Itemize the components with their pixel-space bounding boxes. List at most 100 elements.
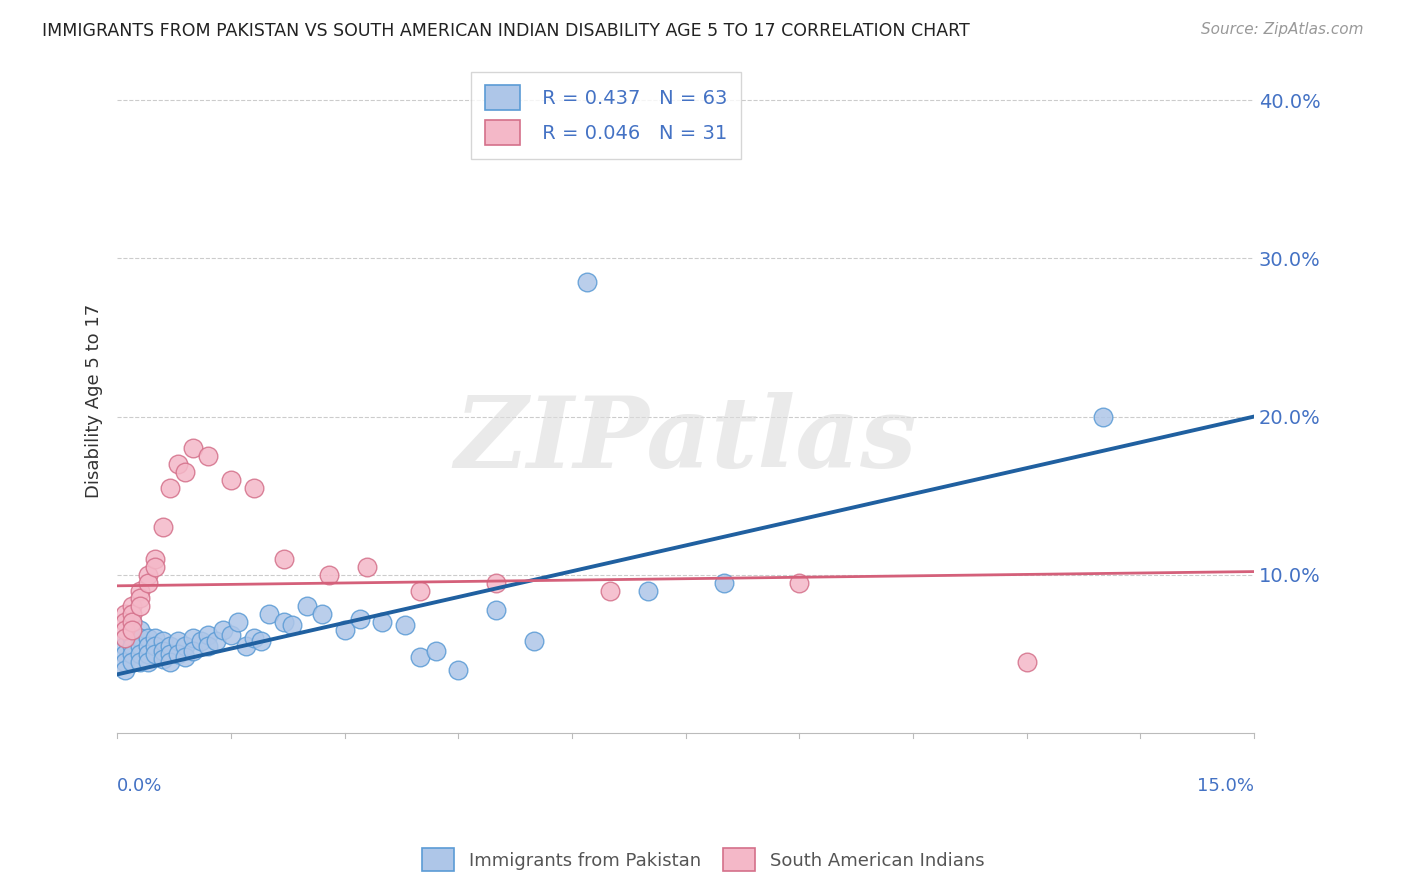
- Point: [114, 623, 136, 637]
- Point: [637, 583, 659, 598]
- Point: [447, 663, 470, 677]
- Point: [114, 615, 136, 630]
- Point: [114, 631, 136, 645]
- Point: [166, 647, 188, 661]
- Point: [242, 481, 264, 495]
- Point: [143, 647, 166, 661]
- Point: [174, 650, 197, 665]
- Point: [197, 628, 219, 642]
- Point: [235, 639, 257, 653]
- Point: [129, 591, 152, 606]
- Point: [311, 607, 333, 622]
- Point: [166, 634, 188, 648]
- Point: [257, 607, 280, 622]
- Point: [599, 583, 621, 598]
- Point: [159, 639, 181, 653]
- Point: [425, 643, 447, 657]
- Point: [212, 623, 235, 637]
- Point: [1015, 655, 1038, 669]
- Point: [181, 643, 204, 657]
- Point: [219, 628, 242, 642]
- Point: [273, 615, 295, 630]
- Point: [121, 655, 143, 669]
- Text: Source: ZipAtlas.com: Source: ZipAtlas.com: [1201, 22, 1364, 37]
- Point: [129, 639, 152, 653]
- Point: [409, 650, 432, 665]
- Point: [356, 559, 378, 574]
- Point: [143, 639, 166, 653]
- Point: [114, 639, 136, 653]
- Point: [121, 623, 143, 637]
- Point: [152, 520, 174, 534]
- Point: [409, 583, 432, 598]
- Point: [204, 634, 226, 648]
- Point: [485, 575, 508, 590]
- Point: [197, 639, 219, 653]
- Text: IMMIGRANTS FROM PAKISTAN VS SOUTH AMERICAN INDIAN DISABILITY AGE 5 TO 17 CORRELA: IMMIGRANTS FROM PAKISTAN VS SOUTH AMERIC…: [42, 22, 970, 40]
- Point: [280, 618, 302, 632]
- Point: [166, 457, 188, 471]
- Point: [181, 441, 204, 455]
- Point: [129, 583, 152, 598]
- Y-axis label: Disability Age 5 to 17: Disability Age 5 to 17: [86, 303, 103, 498]
- Point: [114, 647, 136, 661]
- Point: [143, 631, 166, 645]
- Point: [242, 631, 264, 645]
- Point: [136, 631, 159, 645]
- Point: [136, 575, 159, 590]
- Point: [159, 647, 181, 661]
- Point: [114, 631, 136, 645]
- Point: [143, 559, 166, 574]
- Point: [129, 599, 152, 614]
- Point: [136, 567, 159, 582]
- Point: [273, 552, 295, 566]
- Point: [159, 655, 181, 669]
- Point: [136, 647, 159, 661]
- Point: [114, 607, 136, 622]
- Point: [114, 663, 136, 677]
- Point: [129, 647, 152, 661]
- Point: [121, 639, 143, 653]
- Point: [121, 615, 143, 630]
- Point: [129, 655, 152, 669]
- Point: [121, 615, 143, 630]
- Point: [190, 634, 212, 648]
- Point: [349, 612, 371, 626]
- Point: [174, 465, 197, 479]
- Point: [295, 599, 318, 614]
- Text: ZIPatlas: ZIPatlas: [454, 392, 917, 489]
- Point: [121, 599, 143, 614]
- Point: [219, 473, 242, 487]
- Point: [318, 567, 340, 582]
- Legend:  R = 0.437   N = 63,  R = 0.046   N = 31: R = 0.437 N = 63, R = 0.046 N = 31: [471, 71, 741, 159]
- Point: [523, 634, 546, 648]
- Point: [136, 639, 159, 653]
- Point: [136, 655, 159, 669]
- Point: [181, 631, 204, 645]
- Point: [394, 618, 416, 632]
- Point: [143, 552, 166, 566]
- Point: [197, 449, 219, 463]
- Point: [129, 631, 152, 645]
- Text: 15.0%: 15.0%: [1197, 777, 1254, 796]
- Point: [250, 634, 273, 648]
- Point: [371, 615, 394, 630]
- Point: [121, 623, 143, 637]
- Point: [152, 634, 174, 648]
- Point: [152, 643, 174, 657]
- Text: 0.0%: 0.0%: [117, 777, 163, 796]
- Legend: Immigrants from Pakistan, South American Indians: Immigrants from Pakistan, South American…: [415, 841, 991, 879]
- Point: [129, 623, 152, 637]
- Point: [1091, 409, 1114, 424]
- Point: [576, 275, 599, 289]
- Point: [121, 631, 143, 645]
- Point: [228, 615, 250, 630]
- Point: [114, 655, 136, 669]
- Point: [174, 639, 197, 653]
- Point: [121, 607, 143, 622]
- Point: [713, 575, 735, 590]
- Point: [333, 623, 356, 637]
- Point: [121, 647, 143, 661]
- Point: [152, 651, 174, 665]
- Point: [789, 575, 811, 590]
